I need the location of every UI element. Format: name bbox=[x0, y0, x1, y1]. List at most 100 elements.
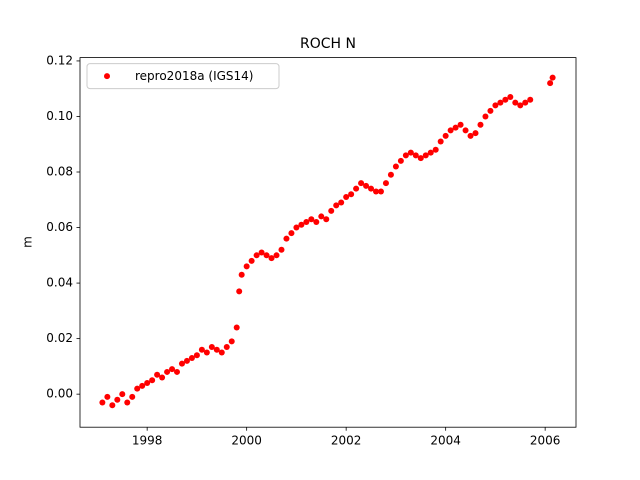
legend-label: repro2018a (IGS14) bbox=[135, 69, 253, 83]
point bbox=[363, 182, 370, 189]
point bbox=[238, 271, 245, 278]
point bbox=[178, 360, 185, 367]
point bbox=[243, 263, 250, 270]
point bbox=[159, 374, 166, 381]
point bbox=[283, 235, 290, 242]
point bbox=[417, 155, 424, 162]
point bbox=[318, 213, 325, 220]
point bbox=[497, 99, 504, 106]
y-tick-label: 0.02 bbox=[46, 331, 73, 345]
point bbox=[313, 218, 320, 225]
point bbox=[402, 152, 409, 159]
point bbox=[188, 355, 195, 362]
point bbox=[447, 127, 454, 134]
series bbox=[99, 74, 556, 409]
point bbox=[129, 393, 136, 400]
point bbox=[427, 149, 434, 156]
point bbox=[213, 346, 220, 353]
point bbox=[492, 102, 499, 109]
point bbox=[457, 121, 464, 128]
point bbox=[169, 366, 176, 373]
point bbox=[353, 185, 360, 192]
point bbox=[149, 377, 156, 384]
point bbox=[397, 157, 404, 164]
point bbox=[507, 94, 514, 101]
point bbox=[233, 324, 240, 331]
point bbox=[387, 171, 394, 178]
point bbox=[467, 132, 474, 139]
point bbox=[407, 149, 414, 156]
point bbox=[109, 402, 116, 409]
point bbox=[512, 99, 519, 106]
y-tick-label: 0.10 bbox=[46, 109, 73, 123]
point bbox=[174, 368, 181, 375]
point bbox=[303, 218, 310, 225]
y-tick-label: 0.08 bbox=[46, 165, 73, 179]
point bbox=[522, 99, 529, 106]
point bbox=[273, 252, 280, 259]
point bbox=[164, 368, 171, 375]
plot-frame bbox=[79, 57, 577, 428]
point bbox=[268, 255, 275, 262]
point bbox=[432, 146, 439, 153]
point bbox=[502, 96, 509, 103]
point bbox=[278, 246, 285, 253]
point bbox=[218, 349, 225, 356]
point bbox=[288, 230, 295, 237]
y-tick-label: 0.12 bbox=[46, 53, 73, 67]
point bbox=[183, 357, 190, 364]
point bbox=[323, 216, 330, 223]
point bbox=[487, 107, 494, 114]
point bbox=[343, 193, 350, 200]
point bbox=[547, 80, 554, 87]
x-tick-label: 2000 bbox=[231, 434, 262, 448]
point bbox=[99, 399, 106, 406]
x-tick-label: 1998 bbox=[132, 434, 163, 448]
point bbox=[549, 74, 556, 81]
point bbox=[258, 249, 265, 256]
y-tick-label: 0.04 bbox=[46, 276, 73, 290]
legend-marker bbox=[104, 73, 110, 80]
point bbox=[462, 127, 469, 134]
point bbox=[293, 224, 300, 231]
point bbox=[437, 138, 444, 145]
point bbox=[348, 191, 355, 198]
point bbox=[422, 152, 429, 159]
x-tick-label: 2002 bbox=[331, 434, 362, 448]
point bbox=[392, 163, 399, 170]
point bbox=[373, 188, 380, 195]
point bbox=[442, 132, 449, 139]
point bbox=[472, 130, 479, 137]
point bbox=[154, 371, 161, 378]
point bbox=[236, 288, 243, 295]
point bbox=[134, 385, 141, 392]
point bbox=[328, 207, 335, 214]
legend-frame bbox=[86, 63, 280, 90]
x-tick-label: 2004 bbox=[430, 434, 461, 448]
y-axis-label: m bbox=[21, 236, 35, 248]
point bbox=[412, 152, 419, 159]
point bbox=[104, 393, 111, 400]
point bbox=[477, 121, 484, 128]
point bbox=[114, 396, 121, 403]
point bbox=[382, 180, 389, 187]
point bbox=[338, 199, 345, 206]
point bbox=[527, 96, 534, 103]
point bbox=[253, 252, 260, 259]
chart-title: ROCH N bbox=[300, 36, 356, 52]
point bbox=[298, 221, 305, 228]
y-tick-label: 0.00 bbox=[46, 387, 73, 401]
point bbox=[193, 352, 200, 359]
y-tick-label: 0.06 bbox=[46, 220, 73, 234]
point bbox=[517, 102, 524, 109]
point bbox=[358, 180, 365, 187]
point bbox=[124, 399, 131, 406]
point bbox=[119, 391, 126, 398]
point bbox=[377, 188, 384, 195]
point bbox=[203, 349, 210, 356]
point bbox=[308, 216, 315, 223]
x-tick-label: 2006 bbox=[530, 434, 561, 448]
point bbox=[368, 185, 375, 192]
point bbox=[248, 257, 255, 264]
